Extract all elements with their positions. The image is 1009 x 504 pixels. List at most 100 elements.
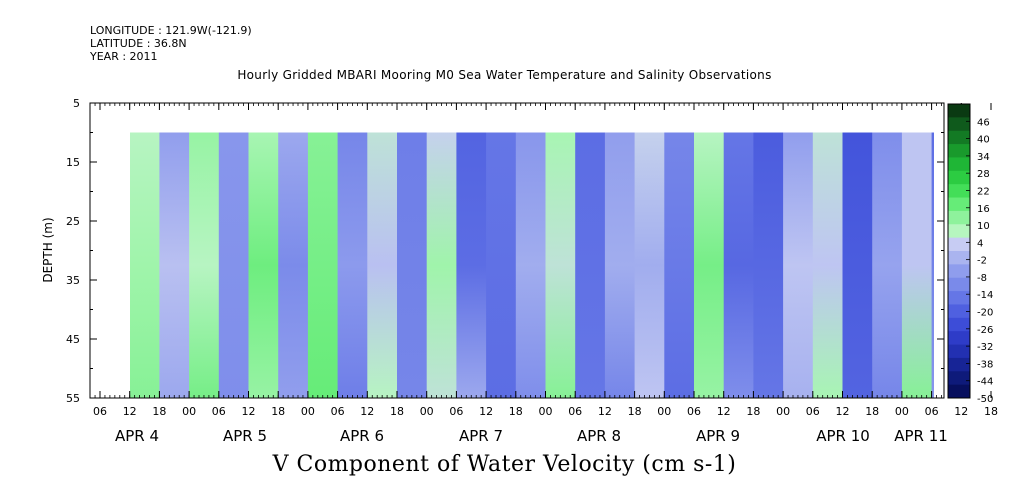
y-tick-label: 5 (73, 97, 80, 110)
colorbar-label: 34 (977, 152, 990, 163)
colorbar-swatch (948, 331, 970, 345)
x-hour-label: 18 (509, 405, 523, 418)
x-hour-label: 00 (895, 405, 909, 418)
colorbar-label: -2 (977, 256, 987, 267)
heatmap-column (812, 132, 844, 398)
heatmap-column (218, 132, 250, 398)
colorbar-swatch (948, 277, 970, 292)
heatmap-column (307, 132, 339, 398)
x-hour-label: 06 (806, 405, 820, 418)
colorbar-label: 10 (977, 221, 990, 232)
heatmap-column (634, 132, 665, 398)
x-hour-label: 06 (331, 405, 345, 418)
latitude-label: LATITUDE : 36.8N (90, 37, 187, 50)
y-tick-label: 45 (66, 333, 80, 346)
x-date-label: APR 9 (696, 427, 740, 445)
heatmap-column (723, 132, 754, 398)
x-hour-label: 12 (242, 405, 256, 418)
heatmap-column (337, 132, 368, 398)
y-tick-label: 55 (66, 392, 80, 405)
x-hour-label: 18 (984, 405, 998, 418)
x-hour-label: 06 (687, 405, 701, 418)
x-date-label: APR 5 (223, 427, 267, 445)
heatmap-column (664, 132, 695, 398)
colorbar-swatch (948, 144, 970, 158)
x-hour-label: 18 (271, 405, 285, 418)
colorbar-swatch (948, 291, 970, 305)
colorbar-swatch (948, 251, 970, 265)
colorbar-label: -44 (977, 377, 993, 388)
heatmap-column (426, 132, 457, 398)
heatmap-column (486, 132, 517, 398)
x-hour-label: 00 (539, 405, 553, 418)
colorbar-swatch (948, 210, 970, 225)
x-hour-label: 12 (360, 405, 374, 418)
colorbar-label: 40 (977, 135, 990, 146)
colorbar-swatch (948, 130, 970, 145)
colorbar-label: -50 (977, 394, 993, 405)
colorbar-label: -32 (977, 342, 993, 353)
axes: 06 12 18 00 06 12 18 00 06 12 18 00 06 12 18 00 06 12 18 00… (66, 97, 998, 445)
heatmap-column (783, 132, 814, 398)
heatmap-column (872, 132, 903, 398)
colorbar-label: -8 (977, 273, 987, 284)
x-hour-label: 12 (954, 405, 968, 418)
colorbar-swatch (948, 117, 970, 132)
x-hour-label: 18 (152, 405, 166, 418)
colorbar-label: 46 (977, 117, 990, 128)
x-hour-label: 18 (390, 405, 404, 418)
x-hour-label: 06 (212, 405, 226, 418)
colorbar: 46 40 34 28 22 16 10 4 -2 -8 -14 -20 -26 -32 -38 -44 -50 (947, 103, 993, 405)
heatmap-column (130, 132, 160, 398)
x-hour-label: 06 (925, 405, 939, 418)
x-hour-label: 12 (123, 405, 137, 418)
colorbar-swatch (948, 357, 970, 372)
chart-title: Hourly Gridded MBARI Mooring M0 Sea Wate… (237, 68, 772, 82)
colorbar-swatch (948, 184, 970, 198)
heatmap-column (931, 132, 934, 398)
variable-title: V Component of Water Velocity (cm s-1) (272, 452, 737, 477)
x-hour-label: 00 (301, 405, 315, 418)
colorbar-label: -20 (977, 308, 993, 319)
colorbar-swatch (948, 237, 970, 252)
colorbar-label: 16 (977, 204, 990, 215)
y-tick-label: 35 (66, 274, 80, 287)
colorbar-swatch (948, 224, 970, 239)
colorbar-swatch (948, 371, 970, 386)
heatmap-column (604, 132, 636, 398)
x-hour-label: 06 (93, 405, 107, 418)
heatmap-column (515, 132, 547, 398)
heatmap-column (189, 132, 220, 398)
year-label: YEAR : 2011 (90, 50, 158, 63)
heatmap-column (842, 132, 873, 398)
x-hour-label: 12 (836, 405, 850, 418)
colorbar-swatch (948, 264, 970, 279)
x-hour-label: 00 (657, 405, 671, 418)
heatmap-column (575, 132, 606, 398)
colorbar-label: -26 (977, 325, 993, 336)
y-tick-label: 25 (66, 215, 80, 228)
x-hour-label: 18 (628, 405, 642, 418)
x-hour-label: 00 (776, 405, 790, 418)
x-hour-label: 06 (568, 405, 582, 418)
colorbar-swatch (948, 104, 970, 118)
x-date-label: APR 11 (894, 427, 948, 445)
x-hour-label: 12 (598, 405, 612, 418)
x-hour-label: 18 (746, 405, 760, 418)
x-hour-label: 12 (717, 405, 731, 418)
y-tick-label: 15 (66, 156, 80, 169)
colorbar-swatch (948, 344, 970, 359)
heatmap-column (367, 132, 398, 398)
x-hour-label: 00 (420, 405, 434, 418)
colorbar-swatch (948, 304, 970, 319)
x-date-label: APR 8 (577, 427, 621, 445)
colorbar-label: 28 (977, 169, 990, 180)
heatmap-column (753, 132, 784, 398)
colorbar-swatch (948, 197, 970, 212)
x-date-label: APR 7 (459, 427, 503, 445)
x-hour-label: 18 (865, 405, 879, 418)
colorbar-frame (947, 103, 971, 399)
heatmap-column (159, 132, 190, 398)
x-hour-label: 06 (449, 405, 463, 418)
